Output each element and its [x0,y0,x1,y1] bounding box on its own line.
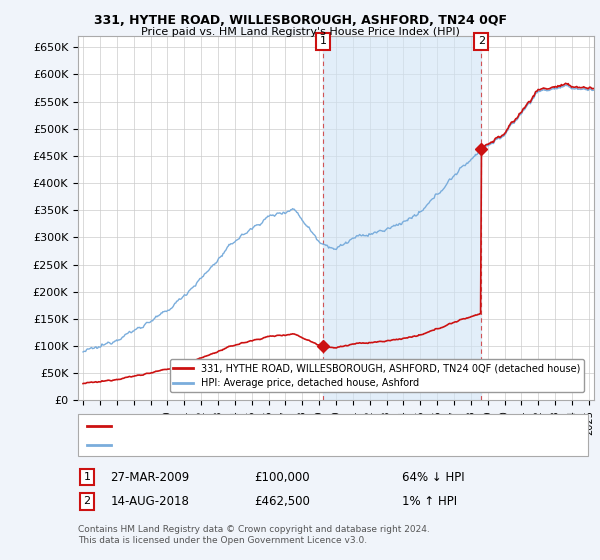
Text: 64% ↓ HPI: 64% ↓ HPI [402,470,464,484]
Text: 1: 1 [320,36,326,46]
Text: Contains HM Land Registry data © Crown copyright and database right 2024.
This d: Contains HM Land Registry data © Crown c… [78,525,430,545]
Legend: 331, HYTHE ROAD, WILLESBOROUGH, ASHFORD, TN24 0QF (detached house), HPI: Average: 331, HYTHE ROAD, WILLESBOROUGH, ASHFORD,… [170,360,584,392]
Text: 331, HYTHE ROAD, WILLESBOROUGH, ASHFORD, TN24 0QF (detached house): 331, HYTHE ROAD, WILLESBOROUGH, ASHFORD,… [114,421,517,431]
Text: 14-AUG-2018: 14-AUG-2018 [110,494,190,508]
Text: 2: 2 [478,36,485,46]
Text: 27-MAR-2009: 27-MAR-2009 [110,470,190,484]
Text: 2: 2 [83,496,91,506]
Text: 331, HYTHE ROAD, WILLESBOROUGH, ASHFORD, TN24 0QF: 331, HYTHE ROAD, WILLESBOROUGH, ASHFORD,… [94,14,506,27]
Text: HPI: Average price, detached house, Ashford: HPI: Average price, detached house, Ashf… [114,440,347,450]
Text: £462,500: £462,500 [254,494,310,508]
Text: £100,000: £100,000 [254,470,310,484]
Text: 1% ↑ HPI: 1% ↑ HPI [402,494,457,508]
Text: 1: 1 [83,472,91,482]
Text: Price paid vs. HM Land Registry's House Price Index (HPI): Price paid vs. HM Land Registry's House … [140,27,460,37]
